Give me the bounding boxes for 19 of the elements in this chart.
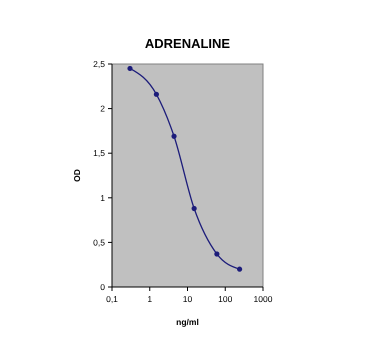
y-axis-title: OD (72, 169, 82, 182)
point (214, 251, 220, 257)
x-tick-label: 0,1 (106, 294, 118, 304)
x-tick-label: 1000 (254, 294, 273, 304)
point (192, 206, 197, 212)
x-tick-label: 100 (218, 294, 233, 304)
y-tick-label: 0,5 (93, 237, 106, 248)
y-tick-label: 1 (100, 192, 106, 203)
point (127, 66, 133, 72)
x-tick-label: 10 (182, 294, 192, 304)
y-tick-label: 0 (100, 282, 106, 292)
x-axis-title: ng/ml (176, 317, 199, 327)
point (171, 134, 177, 139)
point (237, 266, 242, 272)
y-tick-label: 2 (100, 104, 106, 114)
x-tick-label: 1 (147, 294, 152, 304)
y-tick-label: 1,5 (93, 148, 106, 158)
chart-title: ADRENALINE (144, 36, 230, 51)
y-tick-label: 2,5 (93, 58, 106, 69)
